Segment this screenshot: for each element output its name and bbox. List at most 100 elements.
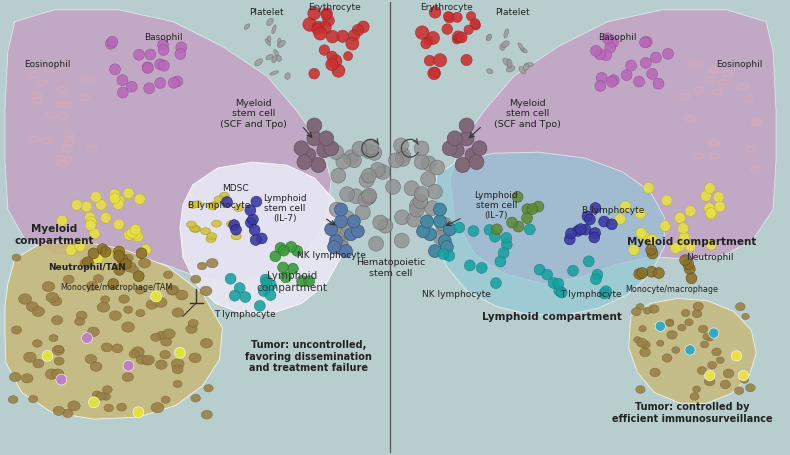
Circle shape	[595, 81, 606, 92]
Circle shape	[362, 189, 377, 203]
Circle shape	[333, 237, 348, 251]
Circle shape	[142, 63, 153, 74]
Circle shape	[513, 222, 524, 233]
Ellipse shape	[118, 295, 130, 303]
Polygon shape	[5, 11, 331, 284]
Ellipse shape	[266, 56, 273, 61]
Circle shape	[430, 161, 445, 176]
Circle shape	[653, 79, 664, 90]
Text: Monocyte/macrophage/TAM: Monocyte/macrophage/TAM	[61, 283, 173, 292]
Circle shape	[97, 244, 108, 255]
Circle shape	[443, 13, 453, 22]
Circle shape	[636, 228, 646, 239]
Circle shape	[438, 249, 449, 260]
Circle shape	[324, 142, 339, 157]
Circle shape	[86, 217, 96, 228]
Text: MDSC: MDSC	[222, 184, 249, 193]
Ellipse shape	[156, 332, 167, 340]
Circle shape	[319, 131, 333, 147]
Circle shape	[340, 245, 352, 258]
Circle shape	[567, 266, 578, 277]
Ellipse shape	[234, 205, 243, 212]
Circle shape	[176, 43, 186, 54]
Ellipse shape	[171, 359, 184, 369]
Circle shape	[491, 278, 502, 289]
Ellipse shape	[112, 344, 123, 353]
Circle shape	[225, 274, 236, 284]
Circle shape	[329, 145, 344, 160]
Circle shape	[363, 141, 378, 155]
Ellipse shape	[643, 308, 651, 314]
Circle shape	[629, 245, 639, 256]
Circle shape	[470, 20, 480, 30]
Ellipse shape	[720, 380, 731, 389]
Circle shape	[647, 69, 657, 80]
Circle shape	[231, 225, 242, 236]
Circle shape	[371, 163, 386, 178]
Ellipse shape	[267, 37, 271, 44]
Circle shape	[455, 34, 465, 44]
Ellipse shape	[267, 19, 273, 26]
Circle shape	[429, 7, 441, 19]
Circle shape	[647, 235, 657, 246]
Ellipse shape	[735, 303, 745, 311]
Circle shape	[145, 50, 156, 61]
Circle shape	[96, 200, 107, 211]
Ellipse shape	[486, 35, 491, 42]
Text: Lymphoid compartment: Lymphoid compartment	[482, 312, 622, 322]
Text: B lymphocyte: B lymphocyte	[188, 201, 250, 210]
Circle shape	[655, 321, 665, 332]
Circle shape	[468, 226, 479, 237]
Circle shape	[548, 278, 559, 289]
Circle shape	[407, 213, 422, 228]
Circle shape	[134, 50, 145, 61]
Ellipse shape	[68, 401, 80, 411]
Circle shape	[329, 233, 344, 247]
Ellipse shape	[90, 362, 102, 372]
Circle shape	[438, 235, 451, 248]
Ellipse shape	[8, 396, 18, 404]
Ellipse shape	[500, 45, 506, 51]
Circle shape	[705, 208, 717, 219]
Circle shape	[172, 77, 182, 88]
Ellipse shape	[191, 394, 201, 402]
Circle shape	[685, 206, 696, 217]
Circle shape	[151, 292, 162, 302]
Circle shape	[589, 233, 600, 243]
Text: Myeloid
compartment: Myeloid compartment	[15, 224, 94, 246]
Circle shape	[484, 225, 495, 236]
Circle shape	[329, 55, 342, 69]
Circle shape	[430, 68, 440, 78]
Circle shape	[158, 46, 169, 56]
Circle shape	[107, 279, 118, 290]
Polygon shape	[629, 299, 756, 404]
Circle shape	[142, 63, 153, 74]
Circle shape	[444, 13, 455, 24]
Circle shape	[136, 248, 147, 259]
Circle shape	[705, 371, 715, 381]
Circle shape	[118, 88, 128, 99]
Circle shape	[589, 228, 600, 239]
Circle shape	[356, 206, 371, 220]
Text: B lymphocyte: B lymphocyte	[581, 206, 644, 215]
Circle shape	[566, 228, 577, 239]
Ellipse shape	[193, 201, 202, 208]
Ellipse shape	[18, 294, 32, 304]
Circle shape	[144, 84, 155, 95]
Ellipse shape	[231, 233, 241, 240]
Circle shape	[117, 254, 127, 265]
Circle shape	[325, 223, 337, 236]
Circle shape	[476, 263, 487, 274]
Circle shape	[471, 21, 480, 31]
Ellipse shape	[155, 298, 167, 308]
Circle shape	[348, 216, 360, 228]
Text: Neutrophil/TAN: Neutrophil/TAN	[48, 263, 126, 272]
Circle shape	[670, 243, 681, 254]
Circle shape	[107, 37, 118, 48]
Circle shape	[455, 158, 470, 173]
Circle shape	[92, 253, 103, 264]
Circle shape	[590, 274, 601, 285]
Circle shape	[297, 155, 312, 170]
Circle shape	[421, 157, 436, 172]
Ellipse shape	[706, 335, 713, 341]
